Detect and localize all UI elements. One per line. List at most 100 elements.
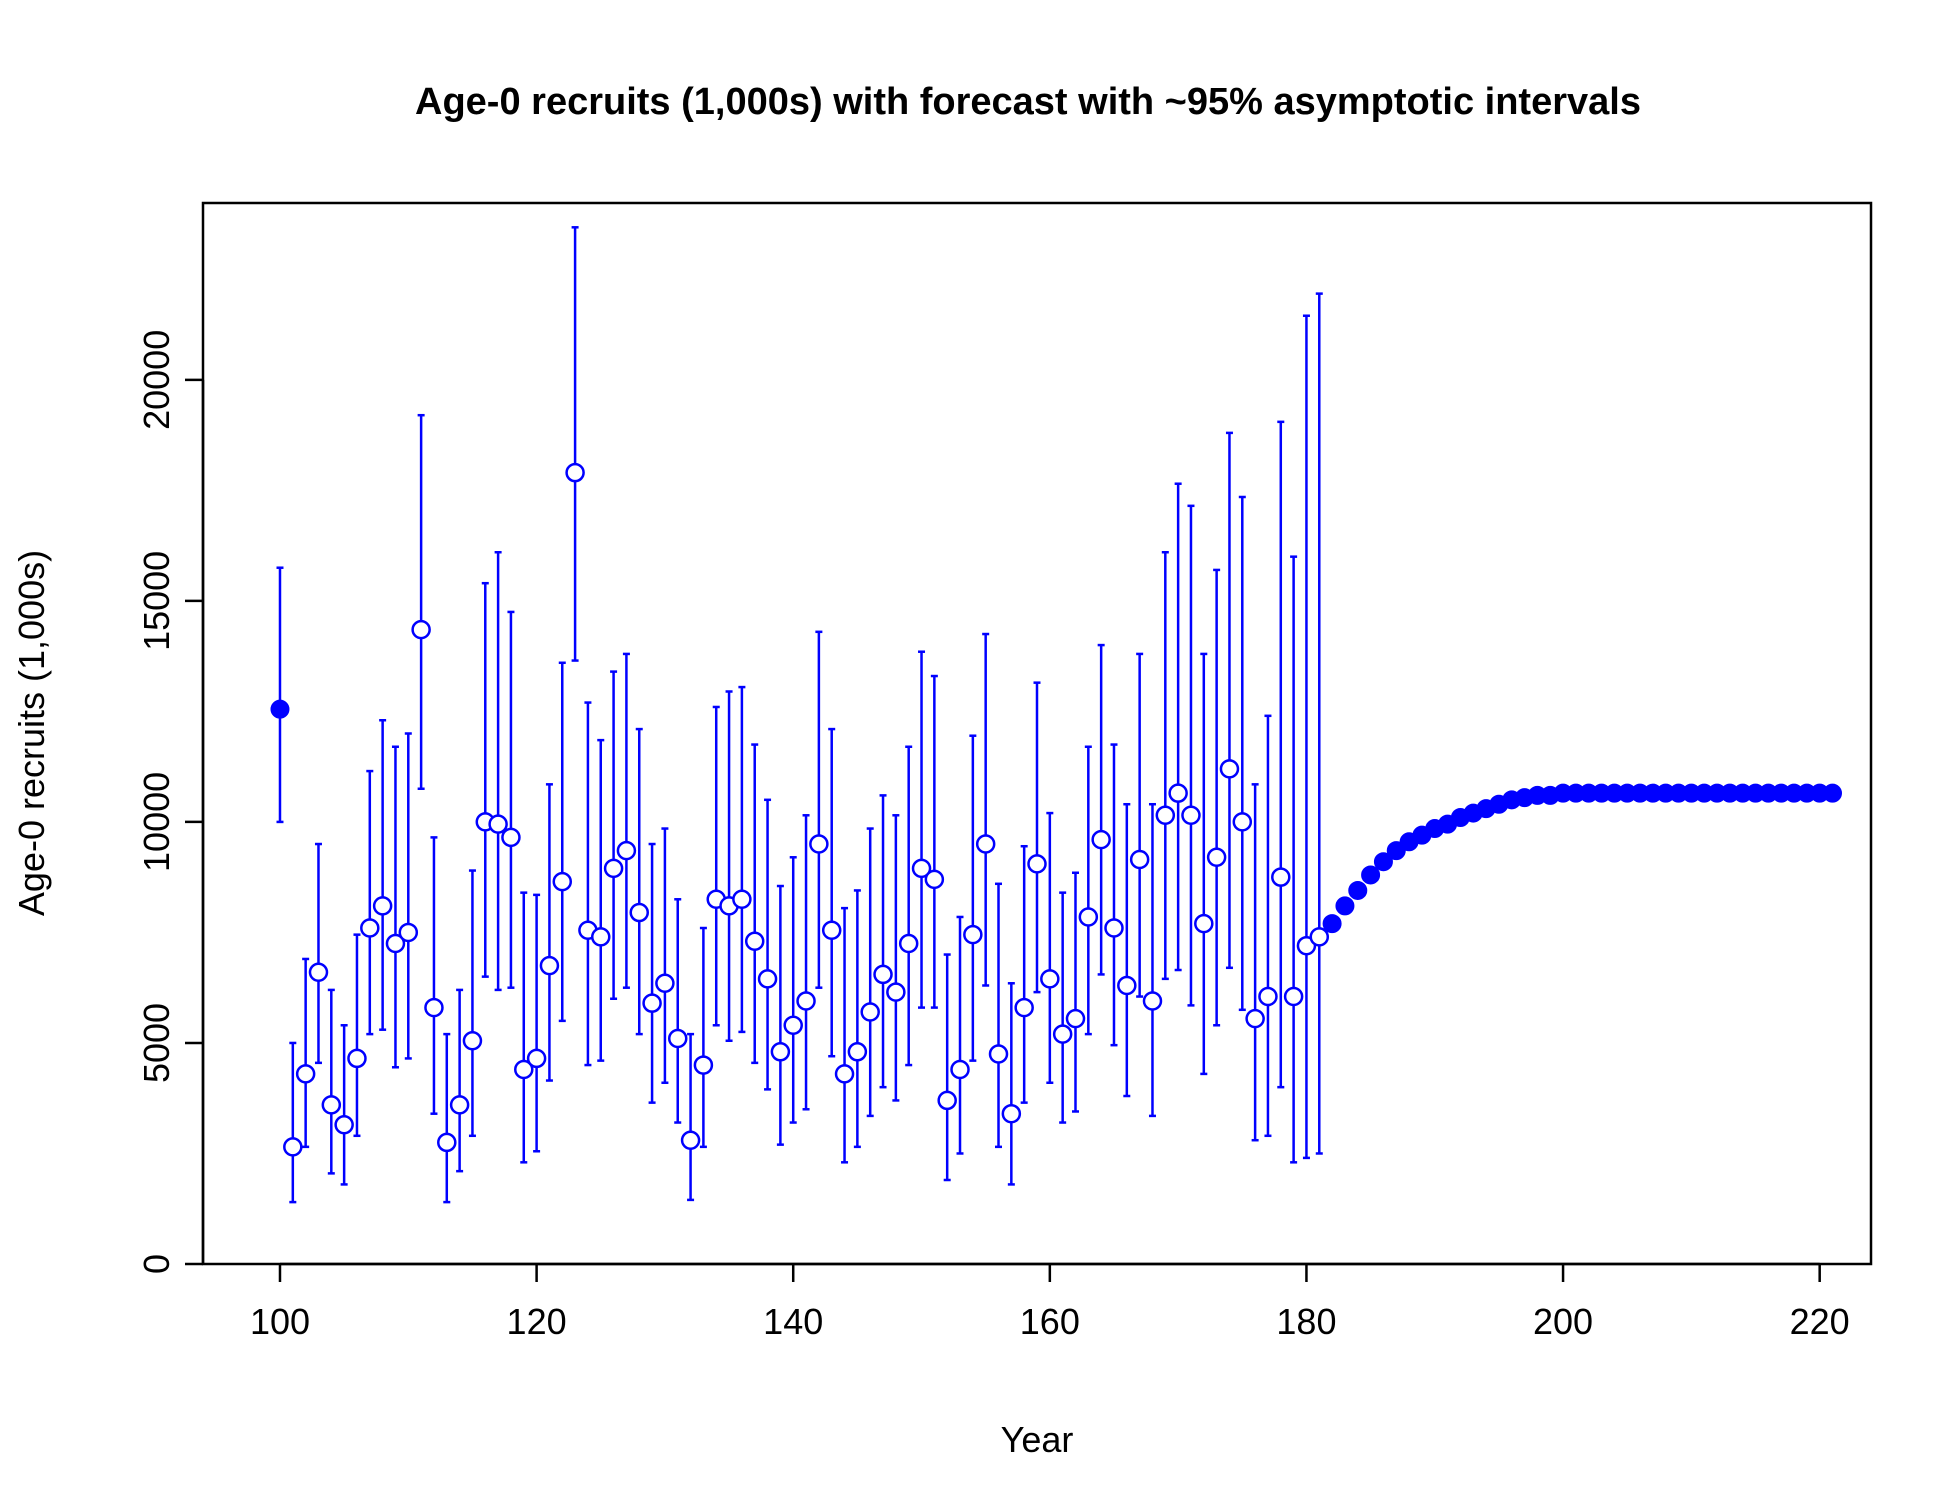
estimated-recruitment-point [526,1048,547,1069]
estimated-recruitment-point [988,1044,1009,1064]
estimated-recruitment-point [1142,991,1163,1011]
estimated-recruitment-point [757,969,778,989]
estimated-recruitment-point [629,902,649,923]
estimated-recruitment-point [1078,907,1099,927]
estimated-recruitment-point [963,924,983,945]
estimated-recruitment-point [783,1015,803,1036]
estimated-recruitment-point [1271,867,1291,887]
estimated-recruitment-point [514,1059,534,1080]
data-points [270,462,1843,1157]
estimated-recruitment-point [398,922,419,943]
estimated-recruitment-point [1014,997,1034,1018]
x-tick-label: 180 [1276,1301,1336,1342]
estimated-recruitment-point [1309,927,1330,947]
forecast-point [1335,896,1355,916]
estimated-recruitment-point [911,858,932,879]
estimated-recruitment-point [488,814,508,834]
estimated-recruitment-point [770,1042,791,1062]
estimated-recruitment-point [411,619,431,640]
estimated-recruitment-point [886,982,906,1002]
forecast-point [1373,852,1393,872]
estimated-recruitment-point [283,1137,303,1157]
estimated-recruitment-point [1245,1008,1265,1029]
estimated-recruitment-point [539,955,560,976]
estimated-recruitment-point [1001,1103,1022,1124]
estimated-recruitment-point [385,933,406,954]
estimated-recruitment-point [372,896,393,916]
estimated-recruitment-point [860,1002,880,1022]
estimated-recruitment-point [924,869,945,890]
estimated-recruitment-point [321,1095,342,1115]
estimated-recruitment-point [1194,913,1214,934]
estimated-recruitment-point [1104,918,1124,938]
estimated-recruitment-point [462,1030,483,1051]
estimated-recruitment-point [1065,1008,1086,1029]
y-tick-label: 20000 [136,330,177,430]
estimated-recruitment-point [1258,986,1278,1007]
estimated-recruitment-point [565,462,585,483]
estimated-recruitment-point [360,918,380,938]
x-axis: 100 120 140 160 180 200 220 [250,1262,1850,1342]
estimated-recruitment-point [1206,847,1227,868]
confidence-intervals [276,226,1323,1204]
estimated-recruitment-point [591,927,611,947]
estimated-recruitment-point [1283,986,1304,1007]
x-tick-label: 200 [1533,1301,1593,1342]
estimated-recruitment-point [667,1028,688,1049]
estimated-recruitment-point [1181,805,1201,826]
forecast-point [1348,880,1368,900]
y-tick-label: 10000 [136,772,177,872]
estimated-recruitment-point [1232,812,1253,832]
estimated-recruitment-point [975,834,996,854]
estimated-recruitment-point [693,1055,714,1075]
x-tick-label: 140 [763,1301,823,1342]
estimated-recruitment-point [834,1064,855,1084]
estimated-recruitment-point [744,931,765,952]
estimated-recruitment-point [1027,854,1047,874]
y-tick-label: 5000 [136,1003,177,1083]
estimated-recruitment-point [1052,1024,1073,1044]
estimated-recruitment-point [1219,759,1240,779]
x-tick-label: 160 [1020,1301,1080,1342]
estimated-recruitment-point [449,1095,470,1115]
virgin-recruitment-point [270,699,290,719]
estimated-recruitment-point [642,993,662,1013]
estimated-recruitment-point [1091,829,1111,850]
estimated-recruitment-point [501,827,521,848]
chart-title: Age-0 recruits (1,000s) with forecast wi… [415,81,1641,123]
estimated-recruitment-point [732,889,752,910]
estimated-recruitment-point [937,1090,957,1111]
estimated-recruitment-point [655,973,675,994]
estimated-recruitment-point [334,1114,354,1135]
estimated-recruitment-point [821,920,842,940]
estimated-recruitment-point [424,997,444,1018]
estimated-recruitment-point [680,1130,701,1150]
x-tick-label: 220 [1790,1301,1850,1342]
y-axis: 0 5000 10000 15000 20000 [136,330,205,1274]
estimated-recruitment-point [295,1064,316,1084]
y-tick-label: 0 [136,1254,177,1274]
y-axis-label: Age-0 recruits (1,000s) [11,550,52,916]
estimated-recruitment-point [1129,849,1150,870]
estimated-recruitment-point [873,964,893,985]
estimated-recruitment-point [1155,805,1176,826]
estimated-recruitment-point [1040,969,1060,989]
estimated-recruitment-point [603,858,624,879]
y-tick-label: 15000 [136,551,177,651]
estimated-recruitment-point [847,1042,868,1062]
estimated-recruitment-point [796,991,816,1011]
estimated-recruitment-point [950,1059,970,1080]
estimated-recruitment-point [616,840,637,861]
x-axis-label: Year [1001,1419,1074,1460]
estimated-recruitment-point [308,962,329,982]
x-tick-label: 100 [250,1301,310,1342]
forecast-point [1386,841,1406,861]
estimated-recruitment-point [1117,975,1137,996]
forecast-point [1322,914,1342,934]
forecast-point [1823,783,1843,803]
forecast-point [1361,865,1381,885]
estimated-recruitment-point [347,1048,367,1069]
estimated-recruitment-point [898,933,919,954]
x-tick-label: 120 [507,1301,567,1342]
